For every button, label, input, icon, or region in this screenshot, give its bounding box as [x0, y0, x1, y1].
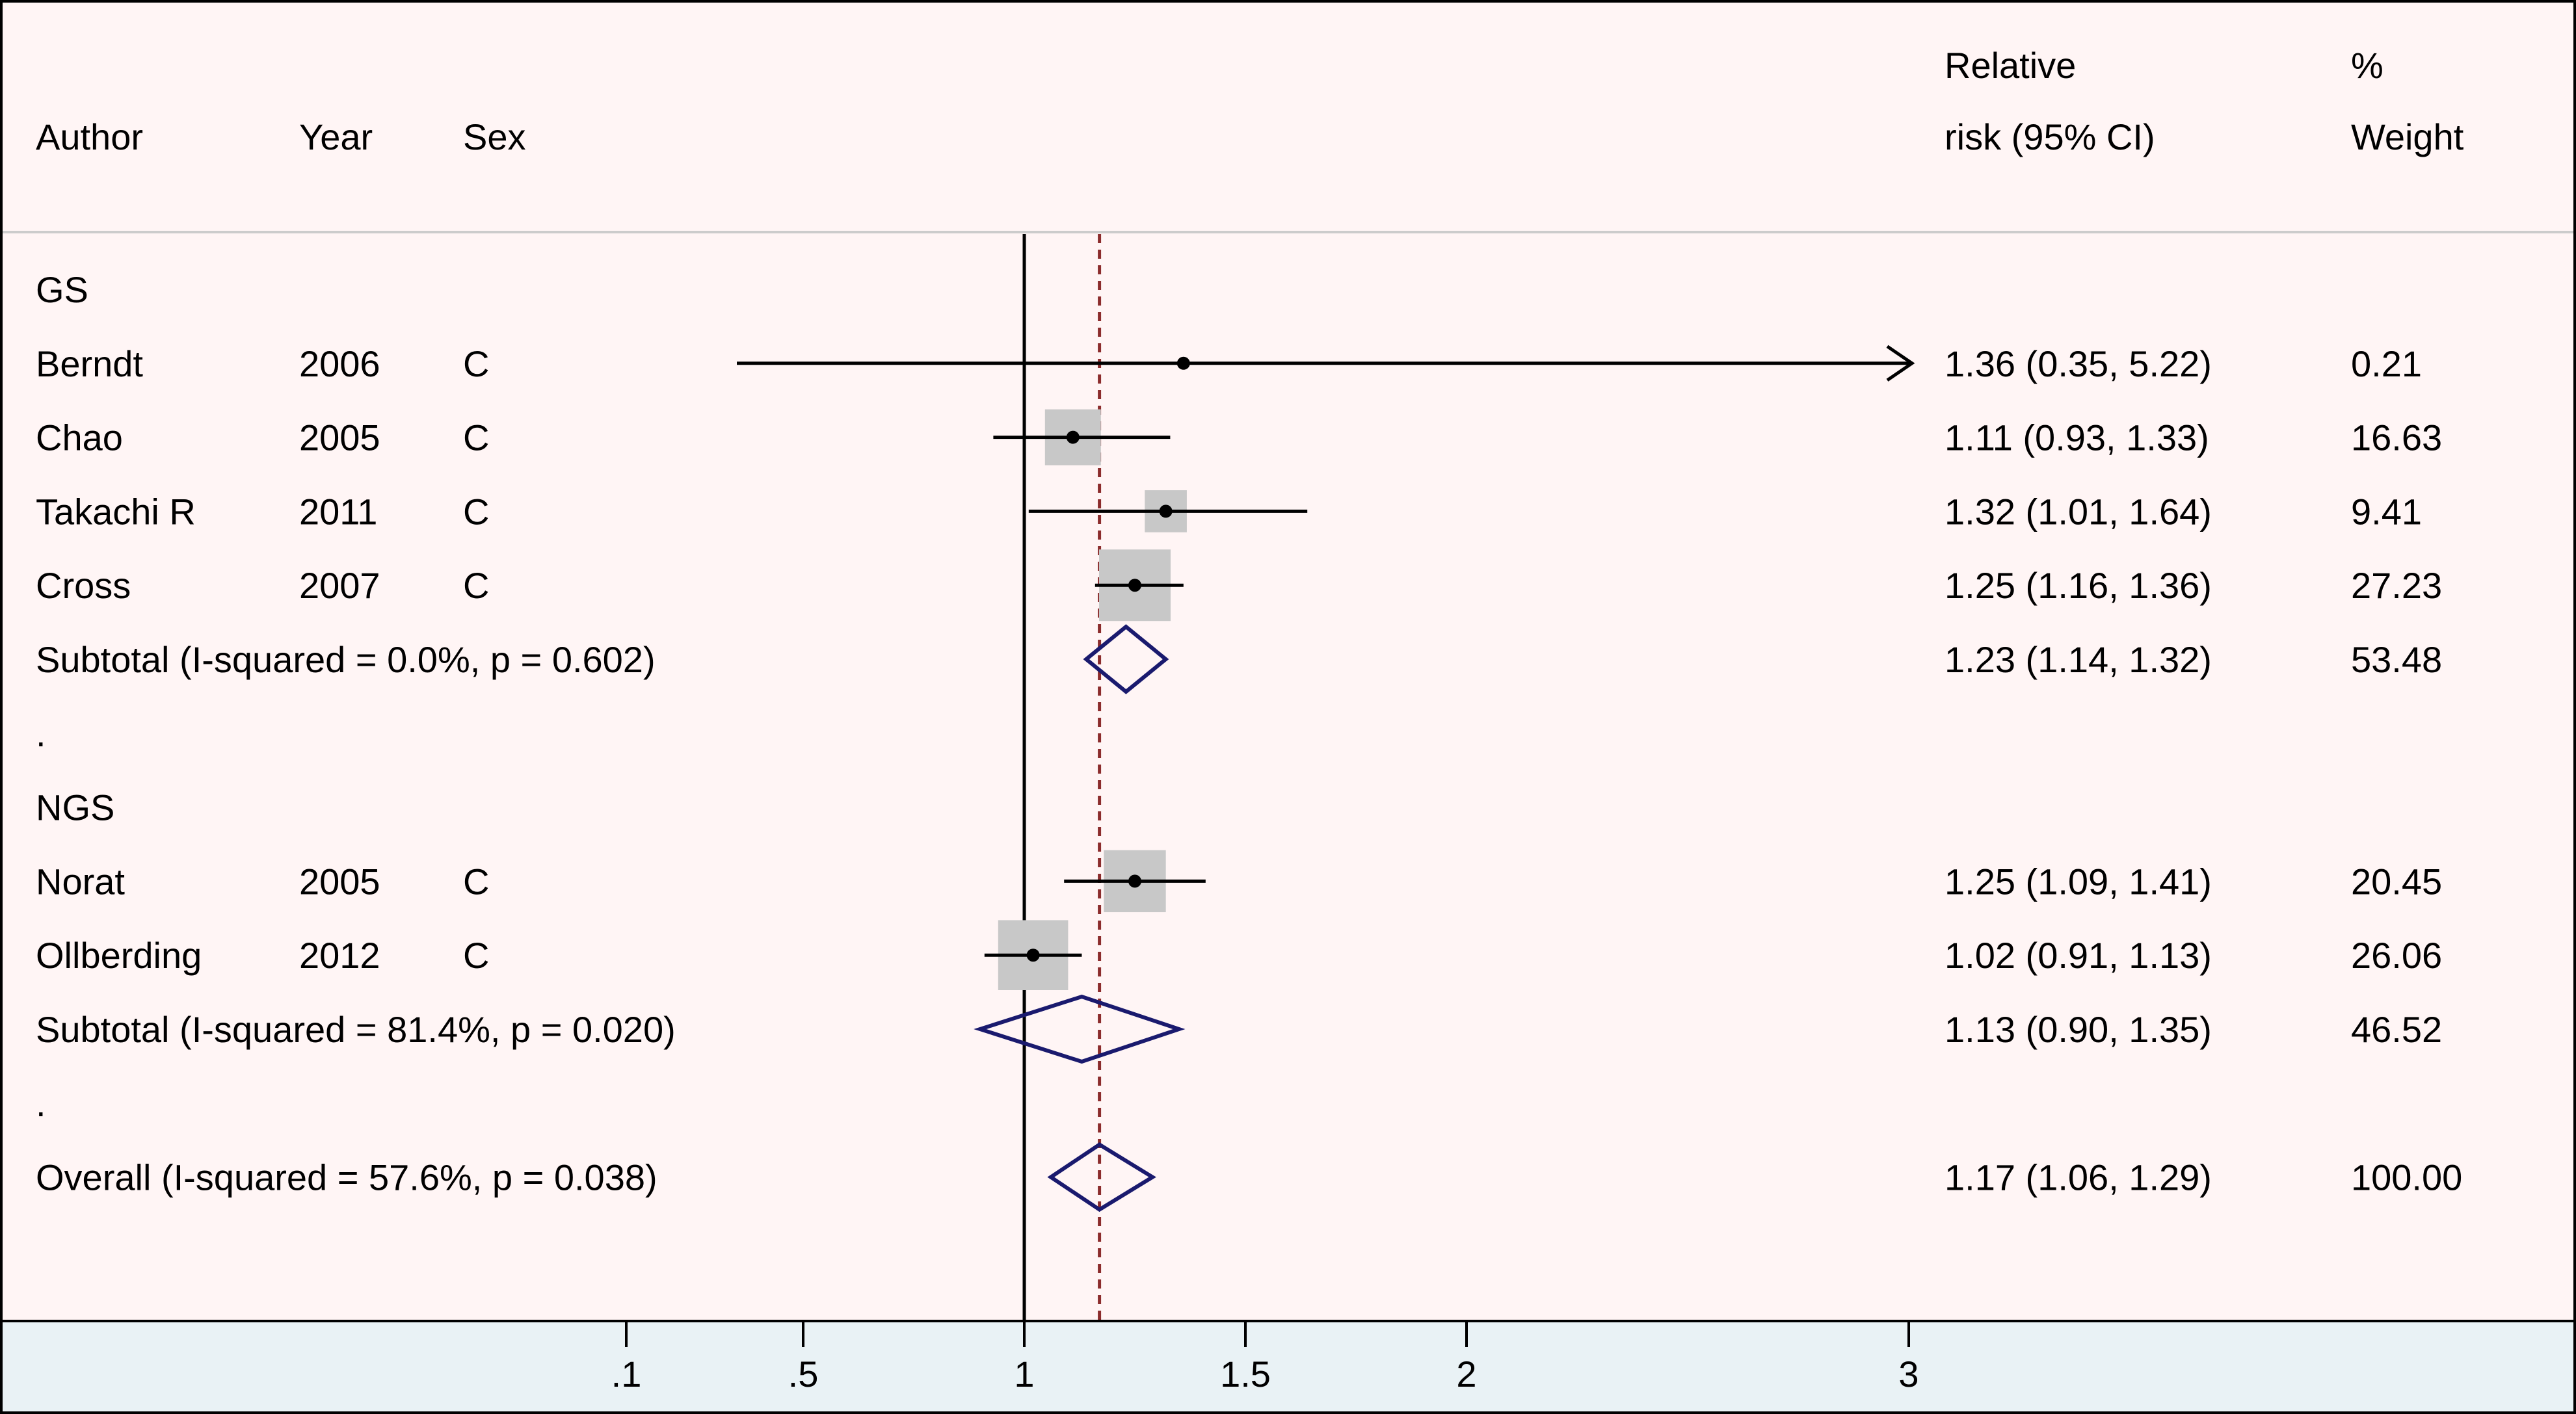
- header-rr-line1: Relative: [1945, 45, 2076, 86]
- study-year: 2007: [299, 565, 380, 606]
- study-author: Norat: [36, 861, 125, 902]
- point-estimate: [1066, 430, 1080, 444]
- effect-size-ci: 1.17 (1.06, 1.29): [1945, 1157, 2212, 1198]
- point-estimate: [1176, 356, 1190, 370]
- header-weight-line1: %: [2351, 45, 2383, 86]
- weight-percent: 53.48: [2351, 639, 2442, 680]
- weight-percent: 0.21: [2351, 343, 2422, 384]
- study-year: 2005: [299, 417, 380, 458]
- ci-arrow: [1886, 345, 1915, 382]
- effect-size-ci: 1.13 (0.90, 1.35): [1945, 1009, 2212, 1050]
- study-author: Berndt: [36, 343, 143, 384]
- header-sex: Sex: [463, 116, 526, 157]
- x-tick-label: 1.5: [1220, 1354, 1271, 1394]
- weight-percent: 26.06: [2351, 935, 2442, 976]
- weight-percent: 20.45: [2351, 861, 2442, 902]
- study-author: Chao: [36, 417, 123, 458]
- weight-percent: 27.23: [2351, 565, 2442, 606]
- effect-size-ci: 1.25 (1.16, 1.36): [1945, 565, 2212, 606]
- weight-percent: 9.41: [2351, 491, 2422, 532]
- point-estimate: [1159, 504, 1173, 518]
- study-author: Cross: [36, 565, 131, 606]
- effect-size-ci: 1.23 (1.14, 1.32): [1945, 639, 2212, 680]
- overall-diamond: [1047, 1142, 1156, 1212]
- weight-percent: 16.63: [2351, 417, 2442, 458]
- study-sex: C: [463, 861, 489, 902]
- study-sex: C: [463, 343, 489, 384]
- point-estimate: [1128, 579, 1141, 592]
- group-label: GS: [36, 269, 88, 310]
- point-estimate: [1128, 874, 1141, 888]
- spacer-dot: .: [36, 713, 46, 754]
- x-tick-label: 3: [1898, 1354, 1919, 1394]
- effect-size-ci: 1.11 (0.93, 1.33): [1945, 417, 2209, 458]
- subtotal-diamond: [1083, 624, 1169, 694]
- study-sex: C: [463, 565, 489, 606]
- point-estimate: [1026, 949, 1040, 962]
- subtotal-label: Subtotal (I-squared = 0.0%, p = 0.602): [36, 639, 656, 680]
- x-tick-label: .5: [788, 1354, 819, 1394]
- study-year: 2006: [299, 343, 380, 384]
- effect-size-ci: 1.02 (0.91, 1.13): [1945, 935, 2212, 976]
- subtotal-diamond: [974, 994, 1186, 1064]
- spacer-dot: .: [36, 1083, 46, 1124]
- axis-band: [3, 1321, 2573, 1411]
- effect-size-ci: 1.32 (1.01, 1.64): [1945, 491, 2212, 532]
- effect-size-ci: 1.25 (1.09, 1.41): [1945, 861, 2212, 902]
- study-sex: C: [463, 417, 489, 458]
- group-label: NGS: [36, 787, 114, 828]
- header-rr-line2: risk (95% CI): [1945, 116, 2155, 157]
- study-author: Ollberding: [36, 935, 202, 976]
- x-tick-label: .1: [611, 1354, 642, 1394]
- study-year: 2012: [299, 935, 380, 976]
- x-tick-label: 2: [1456, 1354, 1476, 1394]
- effect-size-ci: 1.36 (0.35, 5.22): [1945, 343, 2212, 384]
- subtotal-label: Subtotal (I-squared = 81.4%, p = 0.020): [36, 1009, 676, 1050]
- header-author: Author: [36, 116, 143, 157]
- x-tick-label: 1: [1014, 1354, 1034, 1394]
- study-sex: C: [463, 491, 489, 532]
- study-author: Takachi R: [36, 491, 196, 532]
- weight-percent: 46.52: [2351, 1009, 2442, 1050]
- study-sex: C: [463, 935, 489, 976]
- study-year: 2005: [299, 861, 380, 902]
- overall-label: Overall (I-squared = 57.6%, p = 0.038): [36, 1157, 657, 1198]
- header-year: Year: [299, 116, 373, 157]
- study-year: 2011: [299, 491, 377, 532]
- header-weight-line2: Weight: [2351, 116, 2464, 157]
- weight-percent: 100.00: [2351, 1157, 2462, 1198]
